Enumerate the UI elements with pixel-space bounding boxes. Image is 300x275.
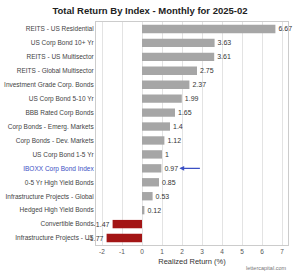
svg-text:US Corp Bond 5-10 Yr: US Corp Bond 5-10 Yr xyxy=(29,95,95,103)
svg-text:3.63: 3.63 xyxy=(218,39,232,46)
svg-text:0.12: 0.12 xyxy=(147,207,161,214)
svg-text:-1: -1 xyxy=(119,248,125,255)
svg-text:Infrastructure Projects - US: Infrastructure Projects - US xyxy=(15,234,94,242)
svg-text:IBOXX Corp Bond Index: IBOXX Corp Bond Index xyxy=(23,165,94,173)
svg-text:US Corp Bond 10+ Yr: US Corp Bond 10+ Yr xyxy=(31,39,95,47)
svg-text:2.37: 2.37 xyxy=(192,81,206,88)
svg-text:0.53: 0.53 xyxy=(156,193,170,200)
svg-text:Investment Grade Corp. Bonds: Investment Grade Corp. Bonds xyxy=(4,81,94,89)
svg-text:6: 6 xyxy=(260,248,264,255)
svg-text:3: 3 xyxy=(200,248,204,255)
svg-text:REITS - US Multisector: REITS - US Multisector xyxy=(27,53,95,60)
svg-text:0.97: 0.97 xyxy=(164,165,178,172)
svg-text:Infrastructure Projects - Glob: Infrastructure Projects - Global xyxy=(6,192,95,200)
svg-text:7: 7 xyxy=(280,248,284,255)
svg-text:3.61: 3.61 xyxy=(217,53,231,60)
svg-text:-2: -2 xyxy=(99,248,105,255)
svg-text:Corp Bonds - Dev. Markets: Corp Bonds - Dev. Markets xyxy=(16,137,95,145)
svg-text:US Corp Bond 1-5 Yr: US Corp Bond 1-5 Yr xyxy=(32,151,94,159)
svg-text:0.85: 0.85 xyxy=(162,179,176,186)
svg-text:5: 5 xyxy=(240,248,244,255)
svg-text:REITS - US Residential: REITS - US Residential xyxy=(26,25,94,32)
svg-text:0-5 Yr High Yield Bonds: 0-5 Yr High Yield Bonds xyxy=(25,179,95,187)
svg-text:BBB Rated Corp Bonds: BBB Rated Corp Bonds xyxy=(25,109,94,117)
svg-text:Hedged High Yield Bonds: Hedged High Yield Bonds xyxy=(20,206,95,214)
svg-text:1: 1 xyxy=(165,151,169,158)
svg-text:REITS - Global Multisector: REITS - Global Multisector xyxy=(17,67,95,74)
svg-text:1.4: 1.4 xyxy=(173,123,183,130)
svg-text:Realized Return (%): Realized Return (%) xyxy=(158,257,226,266)
svg-text:2.75: 2.75 xyxy=(200,67,214,74)
svg-text:2: 2 xyxy=(180,248,184,255)
svg-text:6.67: 6.67 xyxy=(278,25,292,32)
svg-text:1.65: 1.65 xyxy=(178,109,192,116)
svg-text:Corp Bonds - Emerg. Markets: Corp Bonds - Emerg. Markets xyxy=(8,123,95,131)
svg-text:lettercapital.com: lettercapital.com xyxy=(246,265,286,271)
svg-text:Total Return By Index - Monthl: Total Return By Index - Monthly for 2025… xyxy=(52,5,247,16)
svg-text:0: 0 xyxy=(140,248,144,255)
svg-text:1.12: 1.12 xyxy=(167,137,181,144)
svg-text:-1.77: -1.77 xyxy=(88,235,104,242)
svg-text:1.99: 1.99 xyxy=(185,95,199,102)
svg-text:-1.47: -1.47 xyxy=(94,221,110,228)
svg-text:4: 4 xyxy=(220,248,224,255)
svg-text:1: 1 xyxy=(160,248,164,255)
svg-text:Convertible Bonds: Convertible Bonds xyxy=(41,220,95,227)
